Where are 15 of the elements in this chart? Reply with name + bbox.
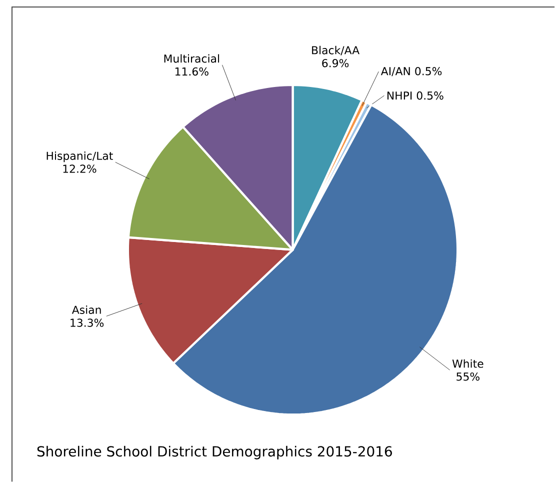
slice-label: NHPI: [387, 92, 412, 100]
slice-label: Multiracial: [164, 54, 220, 63]
slice-label: Hispanic/Lat: [46, 151, 113, 162]
data-label: 6.9%: [322, 58, 349, 68]
slice-label: White: [452, 359, 484, 368]
data-label: 11.6%: [175, 67, 208, 76]
slice-label: AI/AN: [380, 67, 410, 76]
data-label: 13.3%: [70, 318, 104, 327]
data-label: 12.2%: [63, 164, 96, 173]
slice-label: Asian: [72, 305, 101, 314]
text: Shoreline School District Demographics 2015-2016: [37, 446, 392, 460]
slice-label: Black/AA: [312, 46, 360, 56]
data-label: 55%: [456, 372, 480, 381]
data-label: 0.5%: [415, 66, 442, 76]
data-label: 0.5%: [416, 91, 444, 100]
